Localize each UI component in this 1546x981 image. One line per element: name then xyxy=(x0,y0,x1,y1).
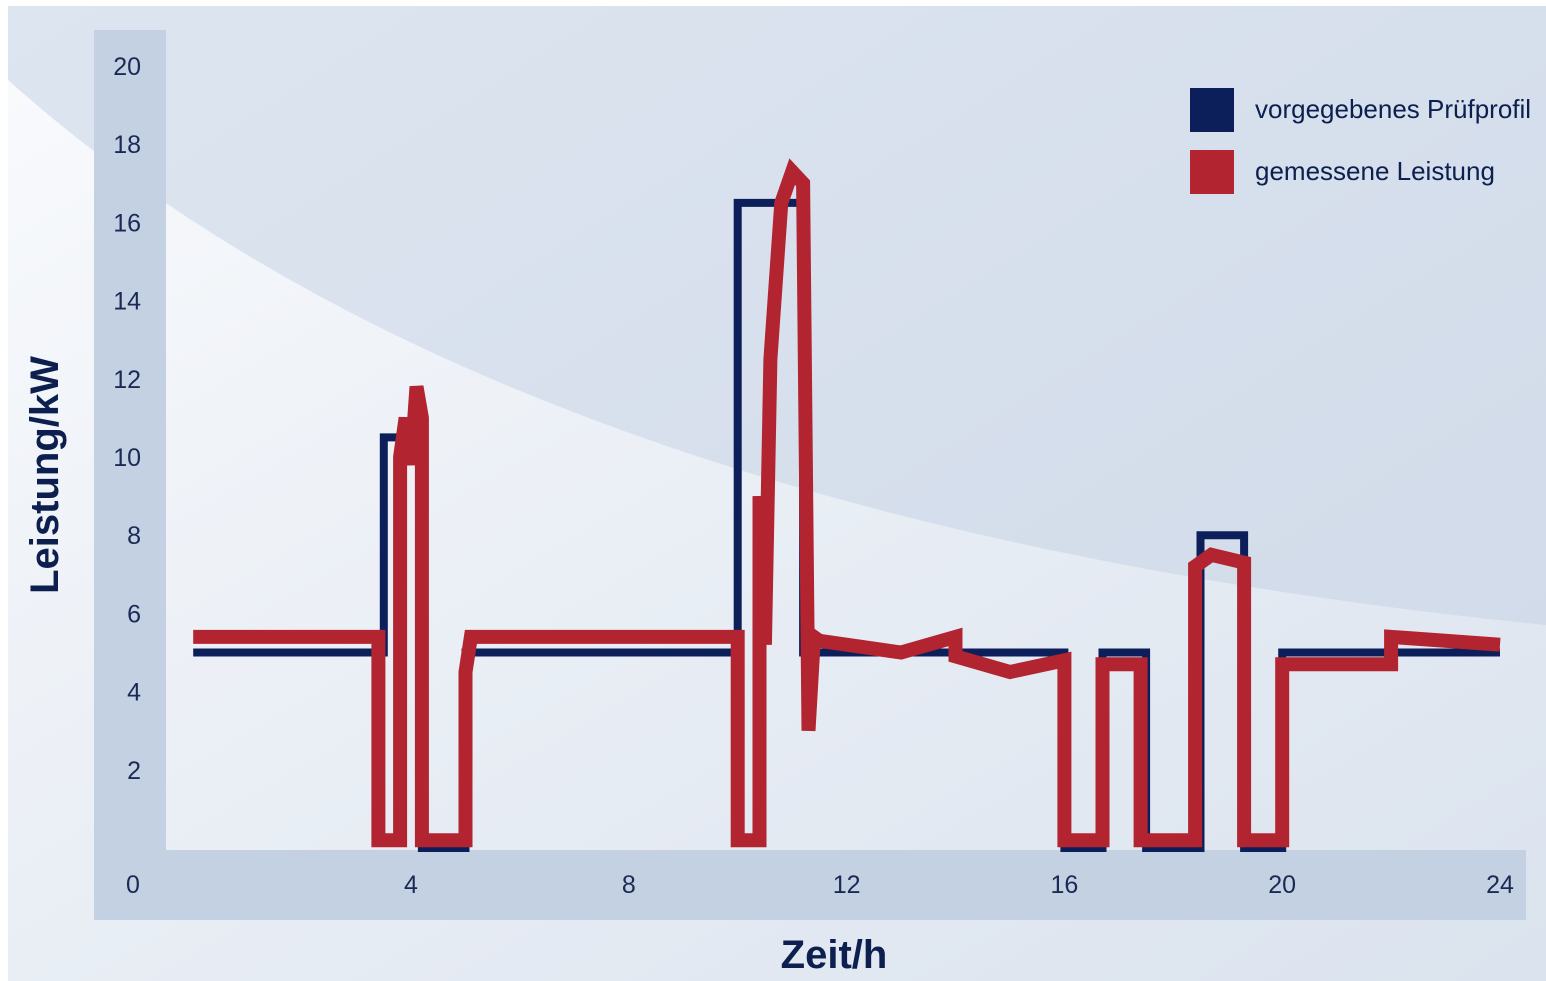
x-tick-label: 4 xyxy=(404,871,418,899)
y-tick-label: 12 xyxy=(113,366,141,394)
x-tick-label: 20 xyxy=(1268,871,1296,899)
y-tick-label: 14 xyxy=(113,288,141,316)
legend-swatch-measured xyxy=(1190,150,1234,194)
y-tick-label: 8 xyxy=(127,522,141,550)
x-tick-label: 8 xyxy=(622,871,636,899)
y-axis-band xyxy=(94,30,166,920)
y-tick-label: 10 xyxy=(113,444,141,472)
y-tick-label: 16 xyxy=(113,209,141,237)
x-tick-label: 0 xyxy=(126,871,140,899)
x-axis-ticks: 0 4 8 12 16 20 24 xyxy=(126,871,1514,899)
x-tick-label: 24 xyxy=(1486,871,1514,899)
y-axis-title: Leistung/kW xyxy=(23,356,67,594)
x-axis-title: Zeit/h xyxy=(781,933,888,977)
x-tick-label: 16 xyxy=(1050,871,1078,899)
series-layer xyxy=(193,158,1501,852)
legend-label-measured: gemessene Leistung xyxy=(1255,156,1495,186)
x-axis-band xyxy=(94,850,1526,920)
y-tick-label: 20 xyxy=(113,53,141,81)
legend: vorgegebenes Prüfprofil gemessene Leistu… xyxy=(1190,88,1531,194)
x-tick-label: 12 xyxy=(833,871,861,899)
chart-background xyxy=(8,6,1546,981)
y-tick-label: 4 xyxy=(127,679,141,707)
y-tick-label: 6 xyxy=(127,600,141,628)
y-tick-label: 18 xyxy=(113,131,141,159)
y-tick-label: 2 xyxy=(127,757,141,785)
legend-label-profile: vorgegebenes Prüfprofil xyxy=(1255,94,1531,124)
legend-swatch-profile xyxy=(1190,88,1234,132)
series-line-measured xyxy=(193,158,1501,848)
series-measured xyxy=(193,158,1501,848)
y-axis-ticks: 2 4 6 8 10 12 14 16 18 20 xyxy=(113,53,141,785)
